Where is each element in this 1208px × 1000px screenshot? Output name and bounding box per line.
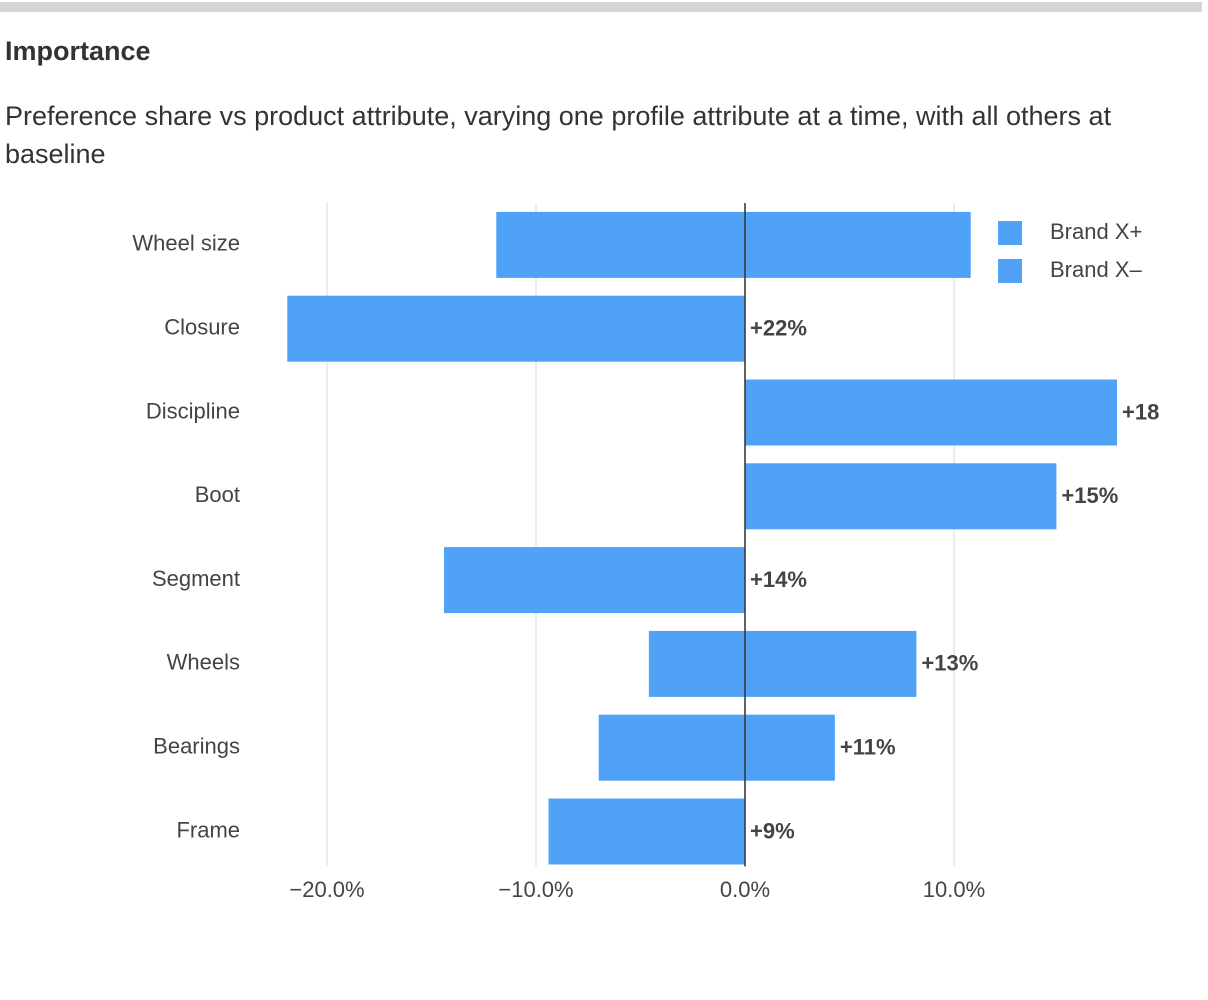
- top-bar: [0, 2, 1202, 12]
- x-tick-label: 0.0%: [720, 877, 770, 902]
- chart-title: Importance: [5, 36, 151, 66]
- bar: [745, 463, 1057, 530]
- data-label: +11%: [840, 735, 896, 760]
- bar: [648, 630, 745, 697]
- bar: [745, 714, 835, 781]
- y-tick-label: Segment: [152, 566, 240, 591]
- bar: [548, 798, 745, 865]
- y-tick-label: Frame: [176, 817, 240, 842]
- bar: [496, 211, 745, 278]
- bar: [745, 379, 1118, 446]
- data-label: +22%: [750, 316, 807, 341]
- data-label: +13%: [921, 651, 978, 676]
- y-tick-label: Bearings: [153, 734, 240, 759]
- x-tick-label: −20.0%: [289, 877, 364, 902]
- legend-swatch: [998, 221, 1022, 245]
- legend-swatch: [998, 259, 1022, 283]
- x-tick-label: 10.0%: [923, 877, 985, 902]
- y-tick-label: Discipline: [146, 398, 240, 423]
- y-tick-label: Boot: [195, 482, 240, 507]
- y-tick-label: Wheels: [167, 650, 240, 675]
- y-tick-label: Closure: [164, 315, 240, 340]
- legend-label: Brand X+: [1050, 219, 1142, 244]
- bar: [598, 714, 745, 781]
- bar: [745, 630, 917, 697]
- data-label: +9%: [750, 818, 795, 843]
- bar: [287, 295, 745, 362]
- data-label: +18: [1122, 399, 1159, 424]
- bar: [444, 547, 745, 614]
- y-tick-label: Wheel size: [132, 231, 240, 256]
- chart-subtitle: Preference share vs product attribute, v…: [5, 101, 1112, 169]
- legend-label: Brand X–: [1050, 257, 1142, 282]
- x-tick-label: −10.0%: [498, 877, 573, 902]
- data-label: +15%: [1061, 483, 1118, 508]
- bar: [745, 211, 971, 278]
- data-label: +14%: [750, 567, 807, 592]
